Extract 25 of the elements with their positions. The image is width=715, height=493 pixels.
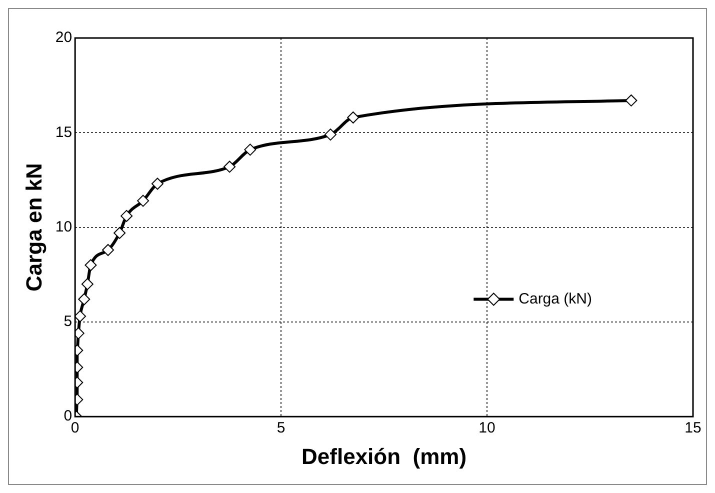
point — [625, 94, 638, 106]
y-tick-label: 10 — [55, 218, 72, 236]
x-tick-label: 15 — [684, 420, 702, 437]
point — [78, 293, 90, 306]
y-tick-label: 0 — [64, 408, 72, 425]
point — [102, 244, 114, 256]
y-axis-title: Carga en kN — [21, 163, 46, 292]
point — [151, 178, 164, 190]
y-tick-label: 15 — [55, 124, 72, 141]
point — [347, 112, 360, 124]
point — [137, 194, 150, 207]
x-tick-label: 5 — [276, 420, 286, 437]
x-tick-label: 10 — [478, 420, 496, 437]
y-tick-label: 20 — [55, 29, 72, 46]
point — [81, 278, 94, 290]
point — [244, 144, 256, 156]
x-axis-title: Deflexión (mm) — [302, 444, 467, 469]
y-tick-label: 5 — [64, 313, 72, 330]
legend-label: Carga (kN) — [518, 290, 592, 308]
point — [324, 128, 336, 141]
point — [114, 226, 126, 239]
point — [84, 259, 97, 272]
point — [224, 160, 236, 173]
point — [120, 210, 133, 222]
point — [75, 310, 86, 322]
